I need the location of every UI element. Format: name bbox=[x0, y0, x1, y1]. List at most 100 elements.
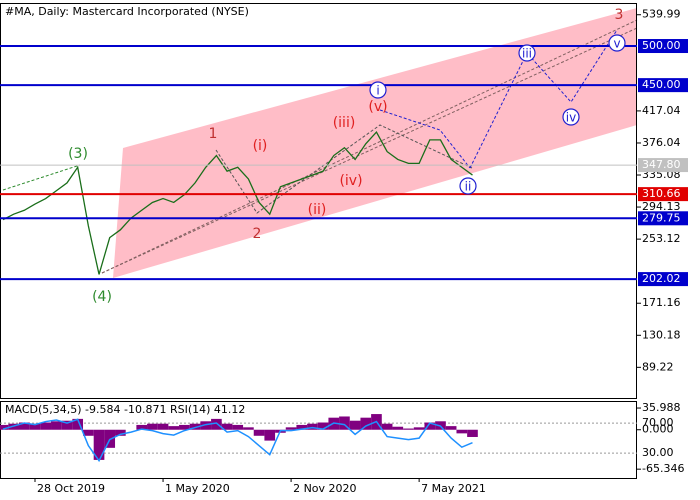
macd-bar bbox=[19, 422, 30, 430]
wave-label: iv bbox=[566, 111, 576, 125]
level-label-box bbox=[638, 187, 688, 202]
y-tick-label: 376.04 bbox=[642, 136, 681, 149]
y-tick-label: 417.04 bbox=[642, 104, 681, 117]
wave-label: (4) bbox=[92, 289, 112, 305]
macd-bar bbox=[211, 418, 222, 430]
macd-bar bbox=[456, 429, 468, 434]
macd-bar bbox=[253, 429, 265, 436]
y-tick-label: 171.16 bbox=[642, 296, 681, 309]
y-tick-label: -65.346 bbox=[642, 462, 684, 475]
wave-line bbox=[101, 27, 638, 274]
macd-bar bbox=[403, 428, 414, 430]
wave-circle bbox=[369, 81, 387, 99]
wave-label: 3 bbox=[615, 7, 624, 23]
wave-line bbox=[215, 124, 473, 214]
wave-circle bbox=[459, 177, 477, 195]
forecast-line bbox=[469, 29, 618, 169]
macd-bar bbox=[136, 424, 148, 430]
macd-bar bbox=[445, 426, 457, 430]
wave-label: (iii) bbox=[333, 115, 356, 131]
level-label: 500.00 bbox=[642, 39, 681, 52]
macd-bar bbox=[285, 427, 297, 430]
wave-label: (3) bbox=[68, 146, 88, 162]
y-tick-label: 539.99 bbox=[642, 8, 681, 21]
macd-bar bbox=[40, 422, 52, 430]
indicator-panel bbox=[0, 401, 637, 479]
macd-bar bbox=[51, 421, 62, 430]
wave-line bbox=[101, 19, 638, 274]
wave-label: i bbox=[376, 84, 379, 98]
macd-bar bbox=[221, 423, 233, 430]
macd-bar bbox=[83, 429, 94, 436]
macd-bar bbox=[72, 418, 84, 430]
level-label-box bbox=[638, 211, 688, 226]
price-line bbox=[2, 130, 473, 275]
y-tick-label: 253.12 bbox=[642, 232, 681, 245]
macd-bar bbox=[317, 422, 329, 430]
wave-label: (v) bbox=[368, 99, 387, 115]
level-label: 450.00 bbox=[642, 78, 681, 91]
macd-bar bbox=[296, 424, 308, 430]
price-panel bbox=[0, 3, 637, 399]
macd-bar bbox=[61, 420, 73, 430]
level-label: 279.75 bbox=[642, 211, 681, 224]
macd-bar bbox=[189, 423, 201, 430]
wave-line bbox=[379, 109, 471, 169]
wave-circle bbox=[608, 34, 626, 52]
macd-bar bbox=[360, 417, 372, 430]
y-tick-label: 0.000 bbox=[642, 423, 674, 436]
macd-bar bbox=[339, 416, 350, 430]
wave-label: iii bbox=[522, 47, 532, 61]
y2-tick-label: 30.00 bbox=[642, 446, 674, 459]
macd-bar bbox=[179, 424, 190, 430]
y-tick-label: 89.22 bbox=[642, 360, 674, 373]
level-label: 310.66 bbox=[642, 187, 681, 200]
macd-bar bbox=[467, 429, 478, 437]
y-tick-label: 35.988 bbox=[642, 401, 681, 414]
trend-channel bbox=[113, 8, 637, 278]
macd-bar bbox=[147, 423, 158, 430]
macd-bar bbox=[307, 423, 318, 430]
wave-circle bbox=[518, 44, 536, 62]
macd-bar bbox=[243, 427, 254, 430]
x-tick-label: 7 May 2021 bbox=[421, 482, 486, 495]
x-tick-label: 28 Oct 2019 bbox=[37, 482, 105, 495]
y2-tick-label: 70.00 bbox=[642, 416, 674, 429]
wave-label: 1 bbox=[209, 126, 218, 142]
level-label: 347.80 bbox=[642, 158, 681, 171]
macd-bar bbox=[93, 429, 105, 460]
level-label-box bbox=[638, 158, 688, 173]
macd-bar bbox=[29, 423, 41, 430]
macd-bar bbox=[115, 429, 126, 436]
macd-bar bbox=[232, 424, 244, 430]
wave-label: 2 bbox=[253, 226, 262, 242]
x-tick-label: 1 May 2020 bbox=[165, 482, 230, 495]
wave-label: v bbox=[613, 37, 620, 51]
macd-bar bbox=[264, 429, 276, 441]
x-tick-label: 2 Nov 2020 bbox=[293, 482, 356, 495]
macd-bar bbox=[0, 424, 9, 430]
wave-label: ii bbox=[465, 180, 472, 194]
macd-bar bbox=[424, 422, 436, 430]
macd-bar bbox=[413, 427, 425, 430]
indicator-header: MACD(5,34,5) -9.584 -10.871 RSI(14) 41.1… bbox=[5, 403, 245, 416]
macd-bar bbox=[381, 423, 393, 430]
macd-bar bbox=[168, 426, 180, 430]
chart-title: #MA, Daily: Mastercard Incorporated (NYS… bbox=[5, 5, 249, 18]
level-label: 202.02 bbox=[642, 272, 681, 285]
macd-bar bbox=[392, 426, 404, 430]
level-label-box bbox=[638, 39, 688, 54]
wave-label: (i) bbox=[253, 138, 268, 154]
y-tick-label: 130.18 bbox=[642, 328, 681, 341]
macd-bar bbox=[157, 423, 169, 430]
level-label-box bbox=[638, 78, 688, 93]
rsi-line bbox=[2, 418, 473, 463]
wave-label: (ii) bbox=[308, 202, 327, 218]
level-label-box bbox=[638, 272, 688, 287]
wave-line bbox=[2, 164, 81, 191]
macd-bar bbox=[349, 420, 361, 430]
wave-label: (iv) bbox=[339, 173, 362, 189]
wave-circle bbox=[562, 108, 580, 126]
y-tick-label: 294.13 bbox=[642, 200, 681, 213]
